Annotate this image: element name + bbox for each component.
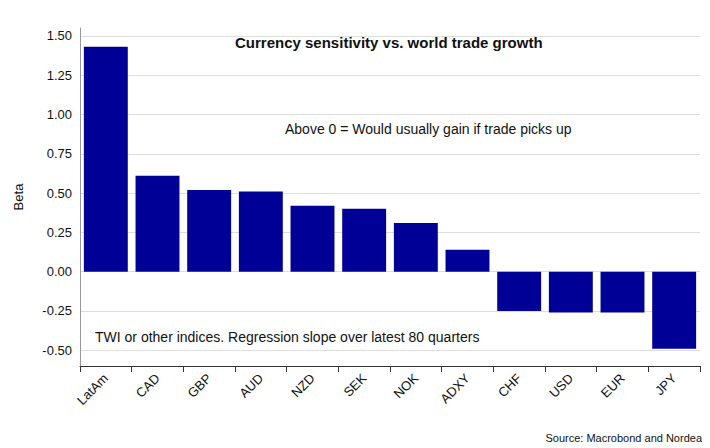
svg-text:AUD: AUD <box>236 371 266 401</box>
svg-text:0.25: 0.25 <box>47 225 72 240</box>
svg-text:CAD: CAD <box>133 371 163 401</box>
svg-text:-0.50: -0.50 <box>42 343 72 358</box>
svg-text:1.25: 1.25 <box>47 68 72 83</box>
svg-text:0.50: 0.50 <box>47 186 72 201</box>
svg-text:TWI or other indices. Regressi: TWI or other indices. Regression slope o… <box>95 329 479 345</box>
svg-text:-0.25: -0.25 <box>42 303 72 318</box>
svg-text:ADXY: ADXY <box>437 370 473 406</box>
svg-text:NOK: NOK <box>391 370 422 401</box>
svg-text:0.00: 0.00 <box>47 264 72 279</box>
svg-text:LatAm: LatAm <box>74 371 111 408</box>
svg-text:GBP: GBP <box>184 371 214 401</box>
svg-text:USD: USD <box>546 371 576 401</box>
svg-text:1.00: 1.00 <box>47 107 72 122</box>
svg-text:Above 0 = Would usually gain i: Above 0 = Would usually gain if trade pi… <box>285 121 572 137</box>
svg-text:EUR: EUR <box>598 371 628 401</box>
svg-text:CHF: CHF <box>495 371 525 401</box>
svg-text:Currency sensitivity vs. world: Currency sensitivity vs. world trade gro… <box>235 34 543 51</box>
svg-text:JPY: JPY <box>652 370 680 398</box>
svg-text:0.75: 0.75 <box>47 146 72 161</box>
svg-text:SEK: SEK <box>340 370 369 399</box>
svg-text:NZD: NZD <box>288 371 317 400</box>
svg-text:Beta: Beta <box>11 183 26 211</box>
svg-text:1.50: 1.50 <box>47 28 72 43</box>
svg-text:Source: Macrobond and Nordea: Source: Macrobond and Nordea <box>545 432 702 444</box>
